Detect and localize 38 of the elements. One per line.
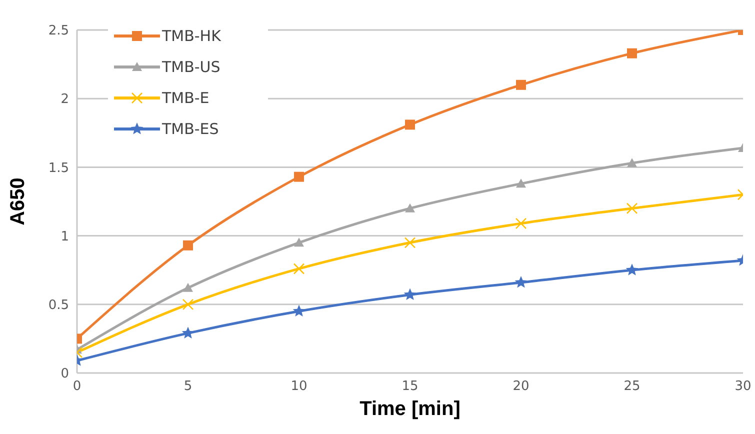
point: [626, 264, 638, 276]
point: [515, 218, 527, 230]
legend-label: TMB-E: [162, 88, 210, 106]
point: [294, 238, 304, 247]
point: [627, 48, 637, 58]
legend-label: TMB-US: [162, 58, 220, 76]
x-tick-label: 25: [624, 379, 640, 394]
x-tick-label: 0: [72, 379, 82, 394]
x-tick-label: 20: [512, 379, 530, 394]
point: [183, 240, 193, 250]
point: [405, 120, 415, 130]
x-tick-label: 10: [290, 379, 308, 394]
x-tick-label: 15: [402, 379, 418, 394]
point: [514, 276, 528, 288]
point: [404, 288, 416, 300]
y-tick-label: 2: [60, 92, 69, 108]
legend-label: TMB-HK: [162, 26, 221, 44]
point: [182, 298, 194, 310]
y-tick-label: 1: [60, 229, 69, 244]
y-tick-label: 2.5: [48, 24, 69, 39]
point: [516, 178, 526, 188]
y-tick-label: 0.5: [48, 298, 69, 314]
point: [404, 237, 416, 248]
y-tick-label: 1.5: [48, 160, 69, 176]
point: [626, 202, 638, 214]
legend-label: TMB-ES: [162, 120, 219, 138]
x-tick-label: 30: [734, 379, 752, 394]
point: [516, 80, 526, 90]
point: [294, 172, 304, 182]
x-axis-title: Time [min]: [360, 398, 460, 420]
x-tick-label: 5: [184, 379, 192, 394]
y-tick-label: 0: [60, 366, 69, 382]
point: [183, 282, 193, 292]
y-axis-title: A650: [7, 178, 30, 226]
point: [405, 203, 415, 212]
point: [292, 304, 306, 317]
point: [293, 263, 305, 274]
point: [627, 158, 637, 168]
